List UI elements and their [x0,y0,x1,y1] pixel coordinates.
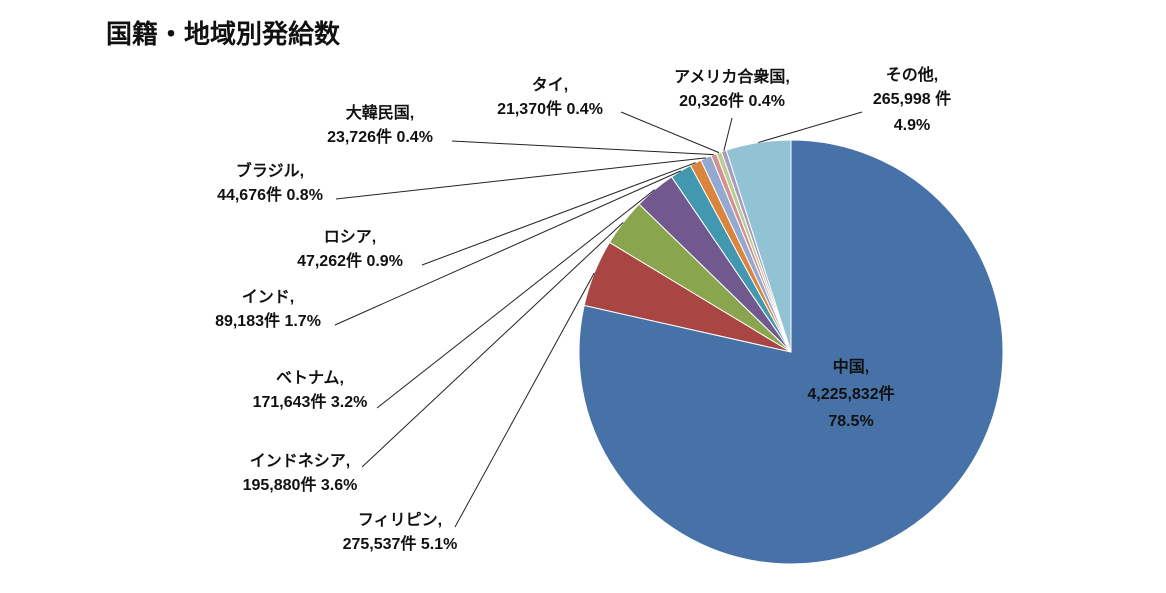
leader-line-10 [758,111,863,144]
leader-line-5 [421,162,696,266]
slice-label-2-value: 195,880件 3.6% [243,475,358,494]
slice-label-4-name: インド, [242,289,294,306]
leader-line-7 [451,140,714,156]
slice-label-10-name: その他, [886,65,938,84]
slice-label-0-line-0: 中国, [833,357,869,376]
slice-label-7-value: 23,726件 0.4% [327,127,433,146]
leader-line-1 [454,272,595,528]
leader-line-9 [723,117,733,152]
slice-label-8-name: タイ, [532,76,568,94]
slice-label-0-line-2: 78.5% [828,413,873,430]
leader-line-6 [335,157,706,200]
slice-label-1-name: フィリピン, [358,511,442,529]
slice-label-2-name: インドネシア, [250,452,350,470]
pie-slice-0 [578,139,1004,565]
chart-title: 国籍・地域別発給数 [106,20,341,50]
slice-label-10-percent: 4.9% [894,117,930,134]
slice-label-6-value: 44,676件 0.8% [217,185,323,204]
slice-label-0-line-1: 4,225,832件 [807,384,894,403]
slice-label-5-name: ロシア, [324,229,376,246]
slice-label-9-value: 20,326件 0.4% [679,91,785,110]
leader-line-4 [334,170,682,326]
leader-line-3 [376,189,655,409]
leader-line-8 [620,111,720,154]
slice-label-8-value: 21,370件 0.4% [497,99,603,118]
leader-line-2 [361,222,624,468]
slice-label-3-value: 171,643件 3.2% [253,392,368,411]
slice-label-10-value: 265,998 件 [873,89,951,108]
slice-label-9-name: アメリカ合衆国, [674,67,790,86]
slice-label-1-value: 275,537件 5.1% [343,534,458,553]
slice-label-3-name: ベトナム, [276,369,344,387]
slice-label-7-name: 大韓民国, [346,103,414,122]
pie-slice-10 [725,139,792,353]
slice-label-6-name: ブラジル, [236,161,304,180]
slice-label-4-value: 89,183件 1.7% [215,311,321,330]
slice-label-5-value: 47,262件 0.9% [297,251,403,270]
